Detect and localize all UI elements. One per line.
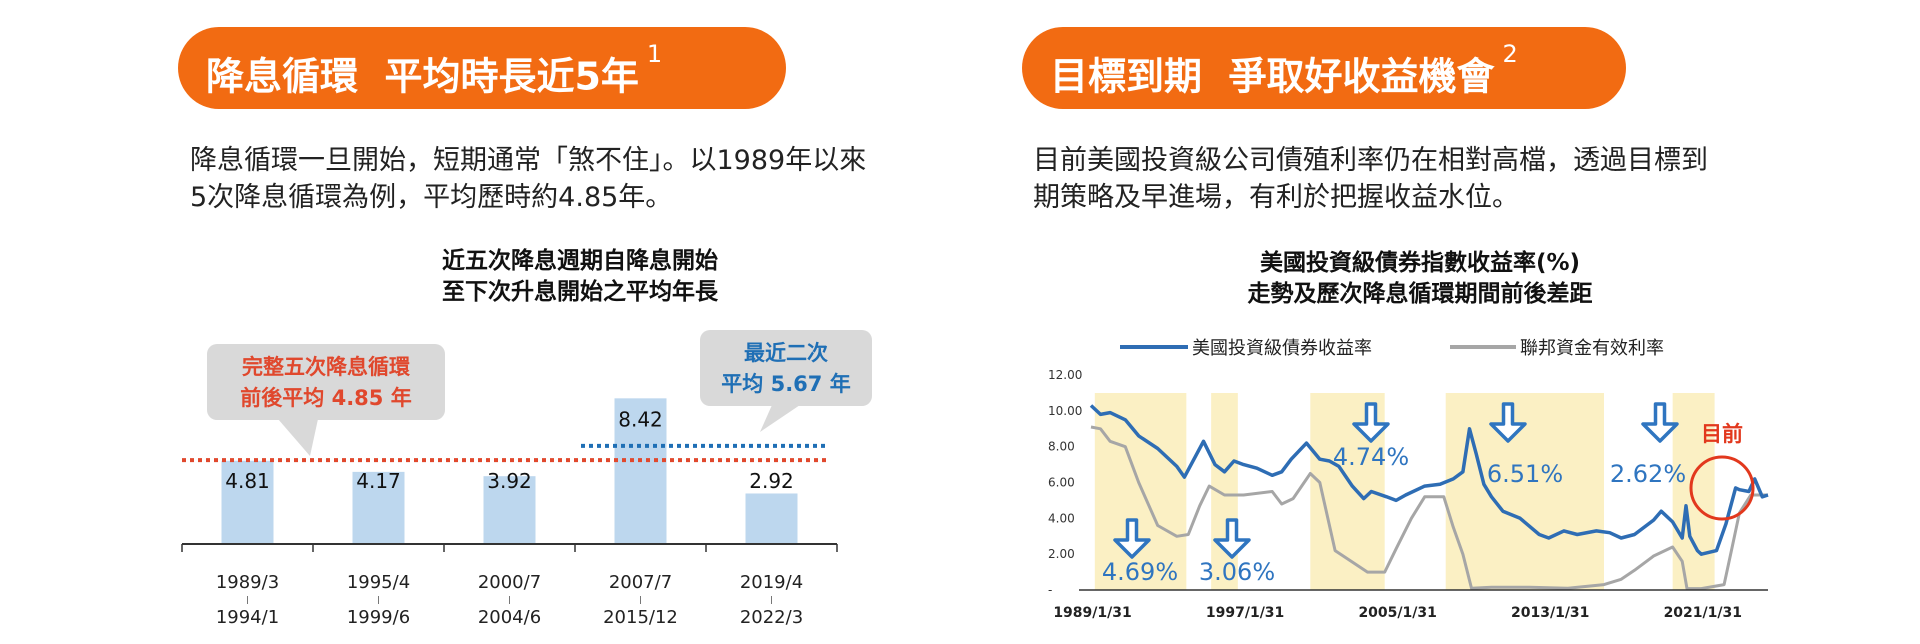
down-arrow-icon	[1113, 518, 1151, 559]
left-chart-title-line1: 近五次降息週期自降息開始	[442, 248, 718, 274]
period-change-label: 3.06%	[1199, 558, 1275, 586]
down-arrow-icon	[1213, 518, 1251, 559]
callout-recent-two-line2: 平均 5.67 年	[721, 372, 850, 396]
y-tick-label: 6.00	[1048, 476, 1075, 490]
period-change-label: 6.51%	[1487, 460, 1563, 488]
bar-value-label: 2.92	[749, 469, 794, 493]
category-start-label: 1995/4	[347, 572, 410, 593]
category-start-label: 2000/7	[478, 572, 541, 593]
right-header-pill: 目標到期 爭取好收益機會2	[1022, 27, 1626, 109]
bar-value-label: 4.17	[356, 469, 401, 493]
category-end-label: 2015/12	[603, 607, 678, 628]
current-highlight-circle	[1689, 455, 1755, 521]
category-end-label: 1999/6	[347, 607, 410, 628]
right-header-title: 目標到期 爭取好收益機會	[1050, 54, 1495, 99]
x-tick-label: 2005/1/31	[1358, 605, 1436, 621]
category-end-label: 2004/6	[478, 607, 541, 628]
right-chart-title-line2: 走勢及歷次降息循環期間前後差距	[1247, 281, 1593, 307]
bar-value-label: 3.92	[487, 469, 532, 493]
right-chart-title: 美國投資級債券指數收益率(%) 走勢及歷次降息循環期間前後差距	[1150, 248, 1690, 310]
legend-label-ig-yield: 美國投資級債券收益率	[1192, 338, 1372, 359]
right-chart-title-line1: 美國投資級債券指數收益率(%)	[1259, 250, 1581, 276]
bar	[221, 460, 274, 544]
category-end-label: 1994/1	[216, 607, 279, 628]
category-start-label: 2019/4	[740, 572, 803, 593]
down-arrow-icon	[1489, 402, 1527, 443]
x-tick-label: 1997/1/31	[1206, 605, 1284, 621]
bar	[483, 476, 536, 544]
left-chart-title: 近五次降息週期自降息開始 至下次升息開始之平均年長	[300, 246, 860, 308]
left-header-title: 降息循環 平均時長近5年	[206, 54, 639, 99]
callout-five-cycles-line1: 完整五次降息循環	[242, 355, 411, 379]
left-header-pill: 降息循環 平均時長近5年1	[178, 27, 786, 109]
right-paragraph-line1: 目前美國投資級公司債殖利率仍在相對高檔，透過目標到	[1033, 145, 1708, 176]
category-start-label: 1989/3	[216, 572, 279, 593]
left-header-footnote: 1	[646, 40, 663, 68]
left-paragraph-line1: 降息循環一旦開始，短期通常「煞不住」。以1989年以來	[190, 145, 867, 176]
x-tick-label: 2013/1/31	[1511, 605, 1589, 621]
right-header-footnote: 2	[1502, 40, 1518, 68]
y-tick-label: 8.00	[1048, 440, 1075, 454]
current-label: 目前	[1701, 422, 1743, 446]
right-paragraph-line2: 期策略及早進場，有利於把握收益水位。	[1033, 182, 1519, 213]
bar-value-label: 8.42	[618, 407, 663, 431]
period-change-label: 4.74%	[1333, 443, 1409, 471]
y-tick-label: 10.00	[1048, 404, 1082, 418]
left-bar-chart: 完整五次降息循環 前後平均 4.85 年 最近二次 平均 5.67 年 4.81…	[181, 330, 872, 628]
bar	[745, 493, 798, 544]
y-tick-label: 12.00	[1048, 368, 1082, 382]
left-paragraph-line2: 5次降息循環為例，平均歷時約4.85年。	[190, 182, 673, 213]
category-start-label: 2007/7	[609, 572, 672, 593]
right-paragraph: 目前美國投資級公司債殖利率仍在相對高檔，透過目標到 期策略及早進場，有利於把握收…	[1033, 142, 1708, 216]
x-tick-label: 2021/1/31	[1664, 605, 1742, 621]
category-end-label: 2022/3	[740, 607, 803, 628]
period-change-label: 2.62%	[1610, 460, 1686, 488]
y-tick-label: 2.00	[1048, 547, 1075, 561]
y-tick-label: -	[1048, 583, 1052, 597]
callout-recent-two: 最近二次 平均 5.67 年	[700, 330, 872, 432]
left-chart-title-line2: 至下次升息開始之平均年長	[442, 279, 718, 305]
period-change-label: 4.69%	[1102, 558, 1178, 586]
rate-cut-period-shade	[1094, 393, 1187, 590]
callout-five-cycles: 完整五次降息循環 前後平均 4.85 年	[207, 344, 445, 456]
series-line-fed-funds	[1090, 425, 1768, 591]
left-paragraph: 降息循環一旦開始，短期通常「煞不住」。以1989年以來 5次降息循環為例，平均歷…	[190, 142, 866, 216]
series-line-ig-yield	[1089, 404, 1769, 556]
callout-five-cycles-line2: 前後平均 4.85 年	[240, 386, 411, 410]
down-arrow-icon	[1641, 402, 1679, 443]
callout-recent-two-line1: 最近二次	[744, 341, 828, 365]
legend-label-fed-funds: 聯邦資金有效利率	[1520, 338, 1664, 359]
bar	[352, 471, 405, 544]
bar	[614, 398, 667, 544]
y-tick-label: 4.00	[1048, 511, 1075, 525]
bar-value-label: 4.81	[225, 469, 270, 493]
x-tick-label: 1989/1/31	[1053, 605, 1131, 621]
down-arrow-icon	[1352, 402, 1390, 443]
